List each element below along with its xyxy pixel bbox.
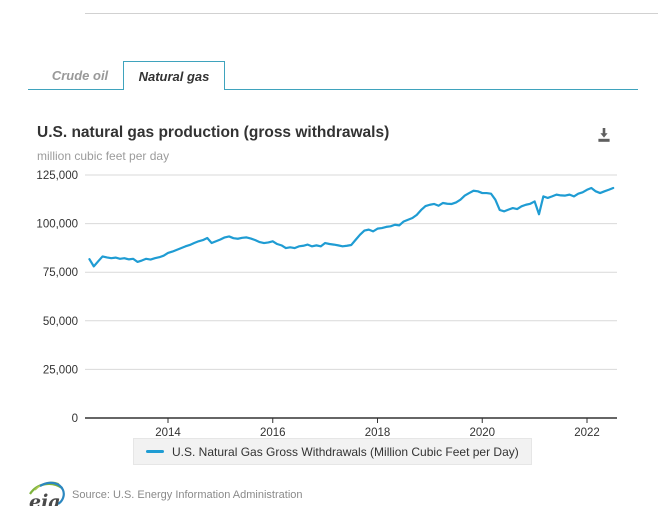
x-axis-label: 2016 xyxy=(260,427,286,438)
legend-item-gross-withdrawals[interactable]: U.S. Natural Gas Gross Withdrawals (Mill… xyxy=(133,438,532,465)
x-axis-label: 2022 xyxy=(574,427,600,438)
chart-title: U.S. natural gas production (gross withd… xyxy=(37,124,390,141)
y-axis-label: 100,000 xyxy=(36,219,78,231)
source-attribution: Source: U.S. Energy Information Administ… xyxy=(72,489,303,501)
tab-crude-oil-label: Crude oil xyxy=(51,68,109,83)
tab-natural-gas[interactable]: Natural gas xyxy=(123,61,225,90)
tab-bar-underline xyxy=(28,89,638,90)
legend-line-swatch xyxy=(146,450,164,453)
chart-plot-area: 0 25,000 50,000 75,000 100,000 125,000 2014 201… xyxy=(36,170,617,438)
x-axis-label: 2018 xyxy=(365,427,391,438)
tab-crude-oil[interactable]: Crude oil xyxy=(36,62,124,89)
y-axis-label: 75,000 xyxy=(43,267,78,279)
x-axis-label: 2014 xyxy=(155,427,181,438)
eia-logo-text: eia xyxy=(29,491,61,506)
legend-label: U.S. Natural Gas Gross Withdrawals (Mill… xyxy=(172,444,519,459)
top-divider xyxy=(85,13,658,14)
y-axis-label: 25,000 xyxy=(43,364,78,376)
y-axis-label: 50,000 xyxy=(43,316,78,328)
chart-unit-label: million cubic feet per day xyxy=(37,149,170,163)
series-line-gross-withdrawals xyxy=(88,186,615,268)
x-axis-label: 2020 xyxy=(469,427,495,438)
y-axis-label: 125,000 xyxy=(36,170,78,182)
y-axis-label: 0 xyxy=(72,413,78,425)
eia-logo: eia xyxy=(29,481,65,506)
download-button[interactable] xyxy=(592,123,616,146)
tab-natural-gas-label: Natural gas xyxy=(138,68,210,84)
download-icon xyxy=(598,127,610,142)
